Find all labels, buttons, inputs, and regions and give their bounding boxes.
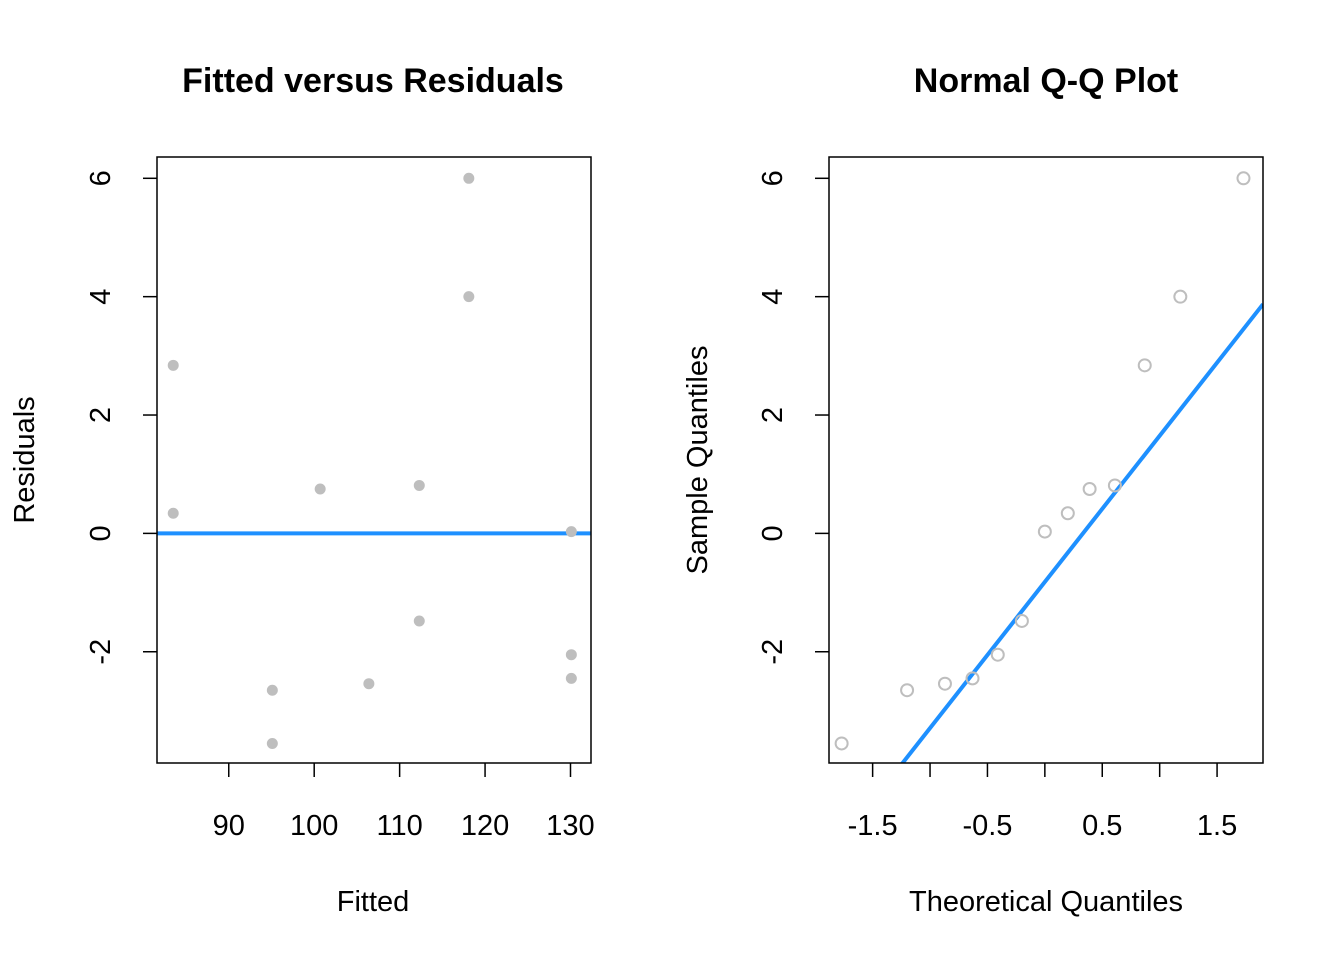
axis-ticks: -1.5 -0.5 0.5 1.5 -2 0 2 4 6 xyxy=(757,170,1237,842)
data-point xyxy=(167,359,179,371)
axis-ticks: 90 100 110 120 130 -2 0 2 4 6 xyxy=(85,170,595,842)
x-tick-label: -0.5 xyxy=(962,810,1012,842)
data-point xyxy=(1082,481,1097,496)
normal-qq-panel: Normal Q-Q Plot Theoretical Quantiles Sa… xyxy=(682,62,1264,918)
y-tick-label: 2 xyxy=(85,407,117,423)
data-point xyxy=(1173,289,1188,304)
data-point xyxy=(900,683,915,698)
data-point xyxy=(565,672,577,684)
data-point xyxy=(463,172,475,184)
plot-frame xyxy=(828,156,1264,764)
plot-frame xyxy=(156,156,592,764)
x-tick-label: -1.5 xyxy=(848,810,898,842)
data-point xyxy=(565,649,577,661)
y-tick-label: 2 xyxy=(757,407,789,423)
data-point xyxy=(1060,506,1075,521)
x-tick-label: 1.5 xyxy=(1197,810,1237,842)
x-tick-label: 130 xyxy=(546,810,594,842)
reference-line-path xyxy=(900,302,1263,763)
data-point xyxy=(363,678,375,690)
y-tick-label: 0 xyxy=(85,525,117,541)
x-tick-label: 110 xyxy=(377,810,423,842)
data-point xyxy=(834,736,849,751)
y-tick-label: -2 xyxy=(85,639,117,665)
y-tick-label: 6 xyxy=(757,170,789,186)
data-point xyxy=(1137,358,1152,373)
data-points xyxy=(167,172,577,749)
data-point xyxy=(937,676,952,691)
data-point xyxy=(167,507,179,519)
y-tick-label: -2 xyxy=(757,639,789,665)
y-tick-label: 4 xyxy=(85,289,117,305)
data-point xyxy=(266,737,278,749)
x-tick-label: 120 xyxy=(461,810,509,842)
data-point xyxy=(1014,613,1029,628)
data-point xyxy=(314,483,326,495)
fitted-vs-residuals-panel: Fitted versus Residuals Fitted Residuals… xyxy=(9,62,595,918)
data-point xyxy=(1107,478,1122,493)
data-point xyxy=(1037,524,1052,539)
data-point xyxy=(266,684,278,696)
y-axis-label: Sample Quantiles xyxy=(682,346,714,575)
x-tick-label: 100 xyxy=(290,810,338,842)
data-point xyxy=(565,526,577,538)
x-axis-label: Theoretical Quantiles xyxy=(909,886,1183,918)
data-point xyxy=(413,615,425,627)
data-point xyxy=(990,647,1005,662)
data-point xyxy=(1236,171,1251,186)
y-tick-label: 4 xyxy=(757,289,789,305)
x-axis-label: Fitted xyxy=(337,886,410,918)
plot-title: Fitted versus Residuals xyxy=(182,62,564,100)
plot-title: Normal Q-Q Plot xyxy=(914,62,1178,100)
y-tick-label: 6 xyxy=(85,170,117,186)
x-tick-label: 0.5 xyxy=(1082,810,1122,842)
x-tick-label: 90 xyxy=(213,810,245,842)
data-points xyxy=(834,171,1251,751)
data-point xyxy=(463,291,475,303)
data-point xyxy=(413,479,425,491)
y-tick-label: 0 xyxy=(757,525,789,541)
qq-reference-line xyxy=(900,302,1263,763)
data-point xyxy=(965,671,980,686)
y-axis-label: Residuals xyxy=(9,396,41,523)
